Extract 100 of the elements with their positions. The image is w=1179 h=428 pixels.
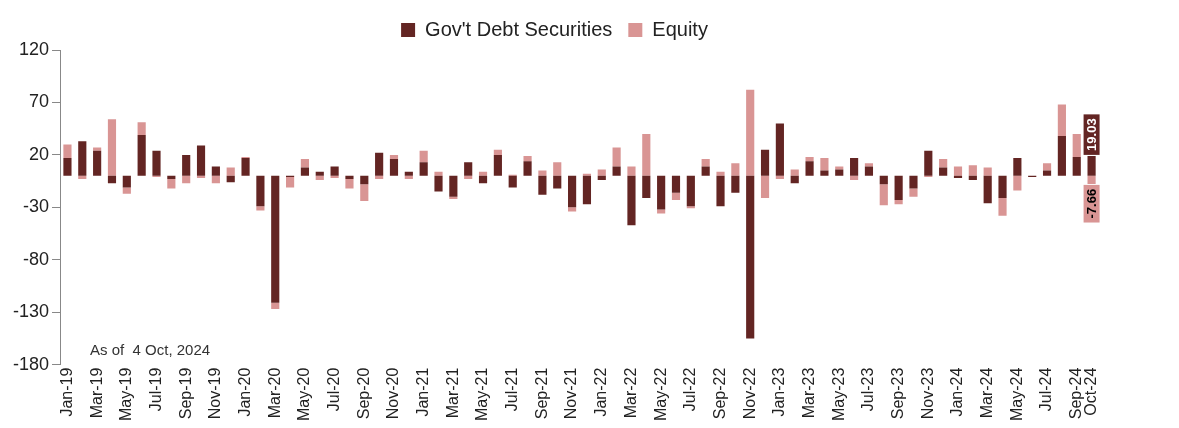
data-label: 19.03	[1084, 118, 1100, 151]
bar	[538, 170, 547, 176]
bar	[850, 175, 859, 181]
bar	[1072, 133, 1081, 157]
bar	[894, 199, 903, 205]
bar	[1057, 136, 1066, 176]
x-tick-label: May-20	[295, 367, 313, 422]
bar	[939, 159, 948, 168]
bar	[241, 158, 250, 176]
x-tick-label: Sep-24	[1067, 367, 1085, 420]
x-tick-label: Jan-19	[57, 367, 75, 417]
bar	[271, 302, 280, 310]
bar	[182, 154, 191, 176]
bar	[924, 150, 933, 176]
bar	[716, 175, 725, 207]
x-tick-label: Jan-21	[414, 367, 432, 417]
bar	[909, 188, 918, 197]
bar	[998, 175, 1007, 198]
bar	[196, 145, 206, 176]
x-tick-label: Jul-22	[681, 367, 699, 412]
bar	[953, 175, 963, 178]
bar	[122, 175, 131, 188]
x-tick-label: May-19	[117, 367, 135, 422]
bar	[953, 166, 963, 176]
y-tick-label: -180	[13, 353, 50, 374]
x-tick-label: Mar-21	[443, 367, 461, 419]
bar	[597, 175, 606, 181]
x-tick-label: Sep-20	[354, 367, 372, 420]
bar	[1072, 156, 1081, 176]
x-tick-label: Sep-23	[889, 367, 907, 420]
x-tick-label: Jan-22	[592, 367, 610, 417]
bar	[701, 159, 710, 167]
bar	[93, 147, 102, 151]
bar	[835, 169, 844, 176]
bar	[330, 166, 339, 176]
x-tick-label: Jul-19	[146, 367, 164, 412]
bar	[820, 158, 829, 171]
bar	[686, 175, 695, 207]
x-tick-label: Mar-22	[621, 367, 639, 419]
bar	[315, 175, 324, 181]
bar	[78, 175, 87, 180]
x-tick-label: Mar-19	[87, 367, 105, 419]
x-tick-label: May-22	[651, 367, 669, 422]
bar	[93, 150, 102, 176]
bar	[508, 175, 517, 188]
x-tick-label: Jul-24	[1037, 367, 1055, 412]
bar	[78, 141, 87, 176]
bar	[553, 162, 562, 176]
bar	[805, 161, 814, 176]
x-tick-label: Jan-23	[770, 367, 788, 417]
bar	[434, 175, 443, 192]
bar	[345, 175, 354, 180]
data-label: -7.66	[1084, 188, 1100, 219]
bar	[196, 175, 206, 178]
x-tick-label: May-23	[829, 367, 847, 422]
bar	[568, 207, 577, 212]
bar	[464, 175, 473, 180]
bar	[553, 175, 562, 189]
bar	[523, 161, 532, 176]
bar	[464, 162, 473, 176]
bar	[790, 175, 799, 184]
bar	[983, 175, 992, 204]
bar	[404, 175, 413, 180]
bar	[167, 175, 176, 180]
bar	[909, 175, 918, 189]
bar	[775, 175, 784, 180]
bar	[107, 175, 117, 184]
bar	[211, 166, 220, 176]
y-tick-label: 70	[29, 91, 50, 112]
bar	[746, 89, 755, 176]
bar	[152, 150, 161, 176]
bar	[478, 175, 488, 184]
bar	[968, 165, 977, 176]
bar	[137, 134, 146, 176]
x-tick-label: Jul-23	[859, 367, 877, 412]
bar	[360, 175, 369, 185]
bar	[671, 175, 681, 193]
bar	[760, 149, 770, 176]
bar	[315, 171, 324, 176]
bar	[968, 175, 977, 181]
bar	[182, 175, 191, 184]
x-tick-label: Jan-24	[948, 367, 966, 417]
bar	[449, 175, 458, 197]
x-tick-label: Jul-20	[325, 367, 343, 412]
x-tick-label: Mar-20	[265, 367, 283, 419]
bar	[671, 192, 681, 200]
bar	[167, 179, 176, 189]
bar	[63, 144, 72, 159]
bar	[375, 175, 384, 180]
bar	[805, 156, 814, 162]
bar	[657, 209, 666, 214]
x-tick-label: Mar-24	[978, 367, 996, 419]
bar	[300, 167, 310, 176]
bar	[226, 175, 235, 183]
bar	[731, 175, 740, 193]
bar	[864, 163, 874, 167]
bar	[746, 175, 755, 339]
x-tick-label: Mar-23	[799, 367, 817, 419]
x-tick-label: Nov-23	[918, 367, 936, 420]
bar	[1042, 170, 1052, 176]
